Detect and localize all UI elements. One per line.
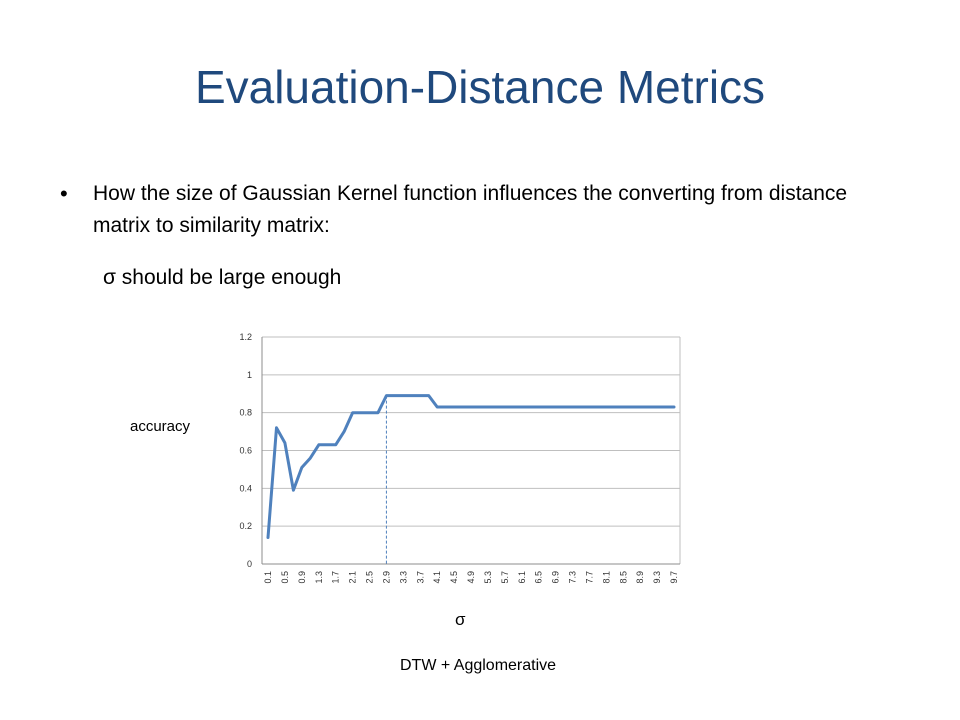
x-tick-label: 0.9	[297, 571, 307, 584]
x-tick-label: 7.3	[568, 571, 578, 584]
data-point	[631, 406, 633, 408]
bullet-item: • How the size of Gaussian Kernel functi…	[60, 178, 880, 242]
data-point	[588, 406, 590, 408]
x-tick-label: 7.7	[584, 571, 594, 584]
x-tick-label: 8.5	[618, 571, 628, 584]
data-point	[394, 394, 396, 396]
x-tick-label: 9.3	[652, 571, 662, 584]
x-tick-label: 4.5	[449, 571, 459, 584]
data-point	[444, 406, 446, 408]
bullet-text: How the size of Gaussian Kernel function…	[93, 182, 848, 237]
sub-point: σ should be large enough	[103, 266, 342, 289]
data-point	[529, 406, 531, 408]
x-tick-label: 3.3	[398, 571, 408, 584]
series-line	[266, 394, 676, 539]
chart-caption: DTW + Agglomerative	[400, 657, 557, 674]
data-point	[504, 406, 506, 408]
x-tick-label: 5.7	[500, 571, 510, 584]
data-point	[614, 406, 616, 408]
x-tick-label: 1.7	[331, 571, 341, 584]
data-point	[343, 430, 345, 432]
data-point	[453, 406, 455, 408]
y-tick-label: 0.4	[239, 483, 252, 493]
x-tick-label: 4.9	[466, 571, 476, 584]
x-tick-label: 8.9	[635, 571, 645, 584]
bullet-dot-icon: •	[60, 181, 68, 206]
data-point	[639, 406, 641, 408]
data-point	[512, 406, 514, 408]
data-point	[487, 406, 489, 408]
y-tick-label: 0.6	[239, 446, 252, 456]
data-point	[664, 406, 666, 408]
data-point	[673, 406, 675, 408]
data-point	[309, 457, 311, 459]
data-point	[267, 536, 269, 538]
data-point	[546, 406, 548, 408]
data-point	[275, 427, 277, 429]
x-axis-title: σ	[455, 610, 466, 629]
data-point	[360, 411, 362, 413]
data-point	[537, 406, 539, 408]
data-point	[301, 466, 303, 468]
x-tick-label: 0.1	[263, 571, 273, 584]
y-tick-label: 1.2	[239, 332, 252, 342]
data-point	[571, 406, 573, 408]
data-point	[411, 394, 413, 396]
data-point	[318, 444, 320, 446]
x-tick-label: 5.3	[483, 571, 493, 584]
data-point	[656, 406, 658, 408]
x-tick-label: 6.1	[517, 571, 527, 584]
x-tick-label: 1.3	[314, 571, 324, 584]
x-tick-label: 3.7	[415, 571, 425, 584]
x-tick-label: 8.1	[601, 571, 611, 584]
data-point	[521, 406, 523, 408]
data-point	[377, 411, 379, 413]
data-point	[402, 394, 404, 396]
data-point	[436, 406, 438, 408]
y-axis-title: accuracy	[130, 418, 191, 435]
data-point	[622, 406, 624, 408]
data-point	[554, 406, 556, 408]
slide-title: Evaluation-Distance Metrics	[194, 61, 766, 113]
data-point	[419, 394, 421, 396]
data-point	[470, 406, 472, 408]
data-point	[284, 442, 286, 444]
data-point	[326, 444, 328, 446]
data-point	[334, 444, 336, 446]
x-tick-label: 4.1	[432, 571, 442, 584]
data-point	[385, 394, 387, 396]
x-tick-label: 6.5	[534, 571, 544, 584]
data-point	[495, 406, 497, 408]
x-tick-label: 0.5	[280, 571, 290, 584]
y-tick-label: 0.2	[239, 521, 252, 531]
data-point	[597, 406, 599, 408]
data-point	[428, 394, 430, 396]
x-tick-label: 6.9	[551, 571, 561, 584]
data-point	[580, 406, 582, 408]
y-tick-label: 0.8	[239, 408, 252, 418]
y-tick-label: 0	[247, 559, 252, 569]
x-tick-label: 2.1	[348, 571, 358, 584]
data-point	[605, 406, 607, 408]
data-point	[478, 406, 480, 408]
x-tick-label: 2.5	[365, 571, 375, 584]
data-point	[647, 406, 649, 408]
data-point	[368, 411, 370, 413]
y-tick-label: 1	[247, 370, 252, 380]
data-point	[351, 411, 353, 413]
data-point	[563, 406, 565, 408]
x-tick-label: 9.7	[669, 571, 679, 584]
data-point	[292, 489, 294, 491]
bullet-list: • How the size of Gaussian Kernel functi…	[60, 178, 880, 242]
x-tick-label: 2.9	[381, 571, 391, 584]
data-point	[461, 406, 463, 408]
